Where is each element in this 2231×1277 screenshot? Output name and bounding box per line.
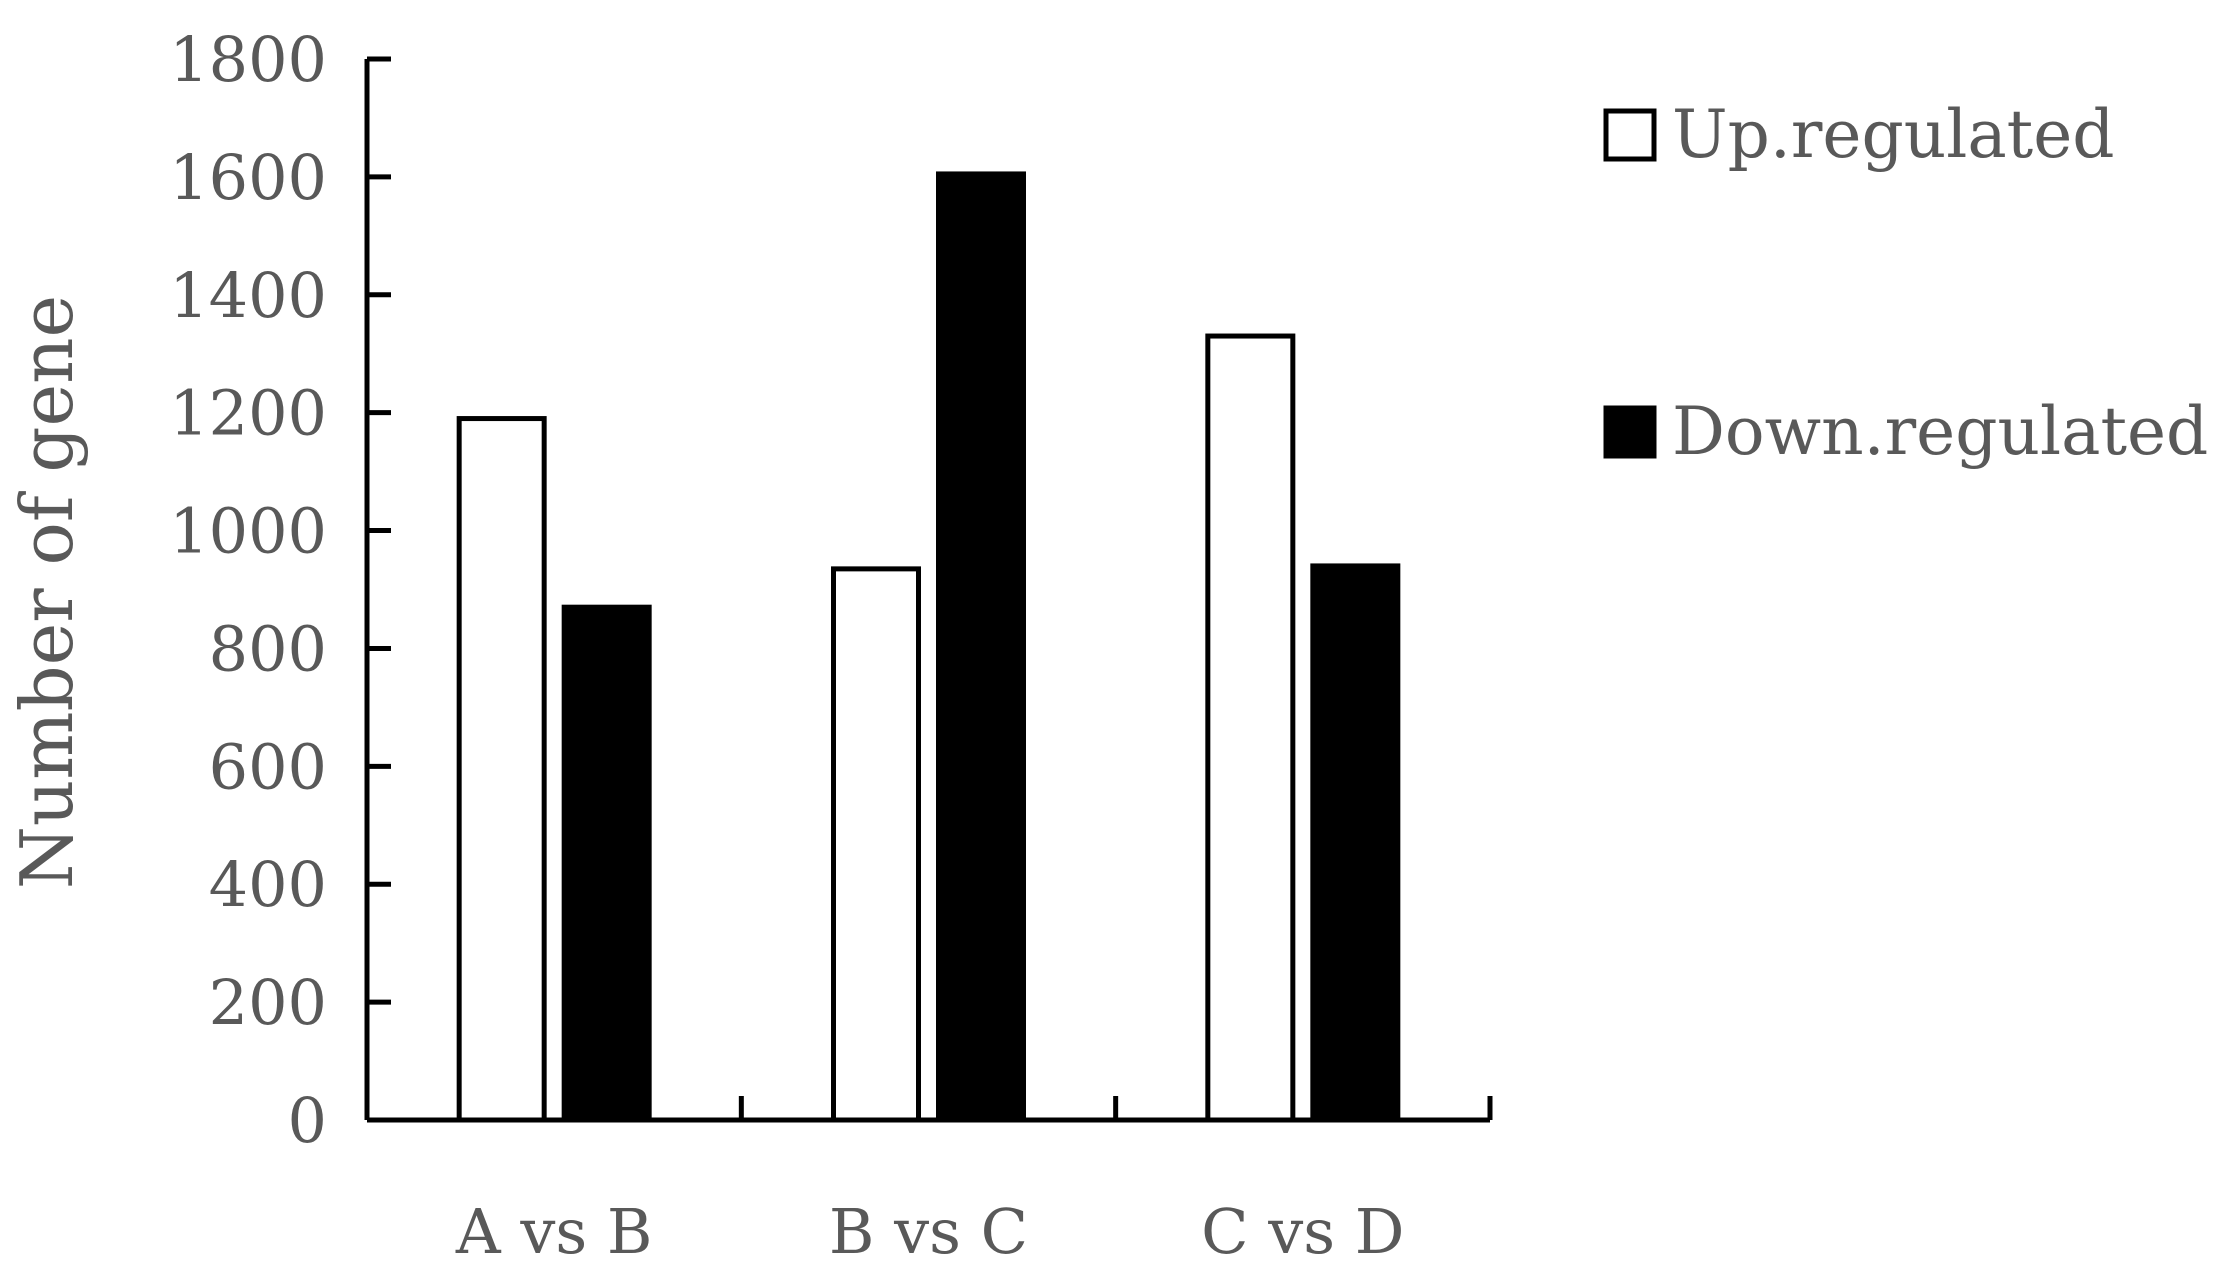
y-tick-label: 200 (209, 966, 327, 1039)
bar (561, 604, 652, 1123)
y-tick-label: 1200 (169, 377, 327, 450)
legend-label: Up.regulated (1672, 96, 2115, 173)
axes (364, 56, 1493, 1123)
bar (831, 566, 921, 1123)
x-category-label: C vs D (1201, 1195, 1404, 1268)
x-category-label: A vs B (455, 1195, 653, 1268)
bar (1205, 333, 1296, 1123)
bar (1310, 563, 1401, 1123)
y-tick-label: 400 (209, 848, 327, 921)
bars (456, 171, 1401, 1123)
y-tick-label: 1800 (169, 23, 327, 96)
bar (456, 416, 547, 1123)
y-tick-label: 1400 (169, 259, 327, 332)
y-tick-label: 1000 (169, 495, 327, 568)
y-axis-title: Number of gene (5, 295, 89, 889)
y-tick-label: 800 (209, 612, 327, 685)
legend-swatch (1603, 405, 1657, 459)
y-tick-label: 0 (288, 1084, 327, 1157)
y-tick-labels: 0 200 400 600 800 1000 1200 1400 1600 1800 (169, 23, 327, 1157)
legend-swatch (1603, 108, 1657, 162)
y-tick-label: 600 (209, 730, 327, 803)
bar (936, 171, 1026, 1123)
legend-label: Down.regulated (1672, 393, 2208, 470)
y-tick-label: 1600 (169, 141, 327, 214)
x-category-labels: A vs B B vs C C vs D (455, 1195, 1405, 1268)
x-category-label: B vs C (829, 1195, 1028, 1268)
legend: Up.regulated Down.regulated (1603, 96, 2208, 470)
